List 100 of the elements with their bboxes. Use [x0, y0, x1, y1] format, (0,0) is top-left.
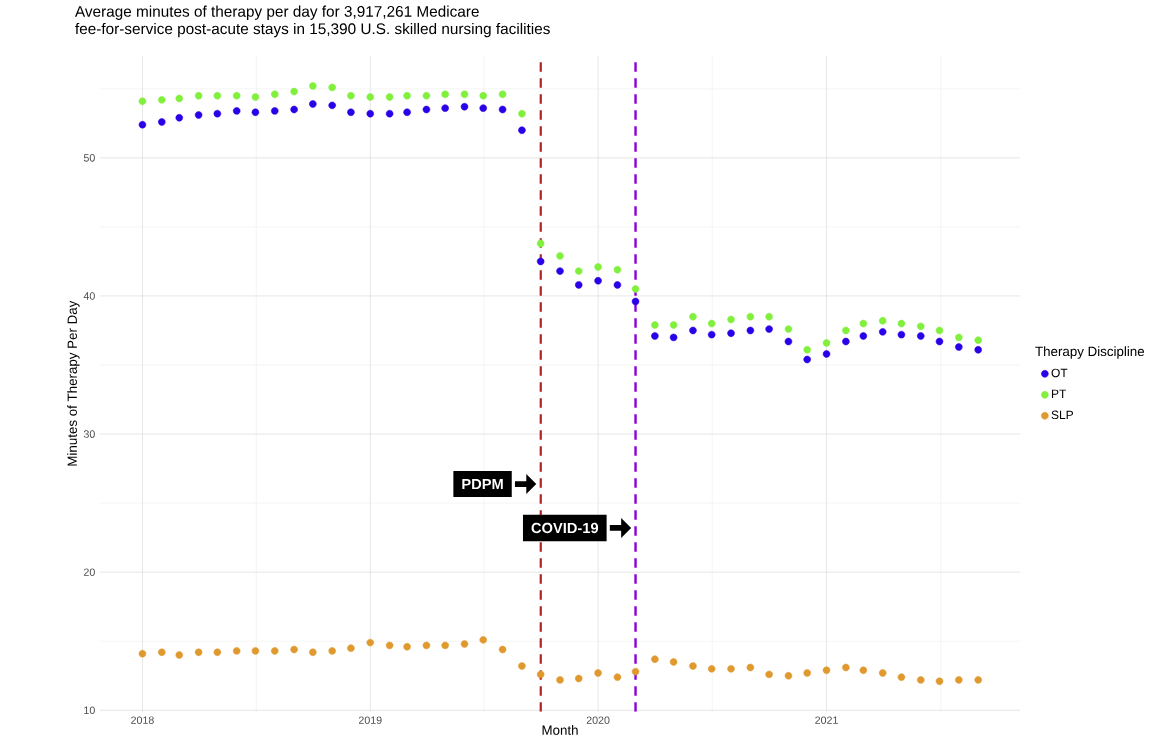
point — [575, 674, 583, 683]
point — [271, 90, 279, 99]
point — [651, 332, 659, 340]
point — [613, 281, 622, 289]
point — [707, 319, 716, 328]
point — [385, 109, 394, 118]
point — [955, 343, 963, 351]
point — [194, 648, 203, 657]
point — [309, 648, 317, 657]
x-axis-title: Month — [542, 725, 578, 735]
point — [194, 91, 203, 100]
point — [158, 118, 166, 126]
point — [366, 93, 374, 101]
point — [460, 103, 469, 111]
point — [803, 346, 811, 354]
point — [232, 91, 241, 100]
point — [859, 332, 868, 340]
point — [441, 104, 449, 112]
point — [385, 93, 394, 101]
point — [138, 649, 147, 658]
point — [479, 91, 487, 100]
point — [194, 111, 203, 119]
point — [631, 285, 640, 293]
point — [803, 669, 811, 677]
point — [822, 339, 831, 347]
x-tick-label: 2020 — [586, 716, 610, 724]
point — [878, 317, 887, 325]
point — [935, 677, 944, 686]
point — [479, 636, 487, 644]
point — [422, 91, 431, 100]
point — [613, 673, 622, 681]
point — [935, 326, 944, 335]
point — [727, 315, 735, 324]
point — [309, 100, 317, 108]
point — [158, 648, 166, 657]
point — [175, 94, 184, 103]
point — [669, 333, 678, 342]
point — [746, 312, 755, 321]
point — [290, 87, 298, 96]
point — [784, 325, 793, 333]
y-tick-label: 20 — [83, 568, 95, 576]
point — [232, 647, 241, 655]
point — [213, 91, 222, 100]
point — [556, 267, 564, 275]
point — [536, 239, 545, 248]
point — [917, 332, 925, 340]
legend-label: PT — [1051, 389, 1067, 398]
point — [842, 326, 850, 335]
point — [271, 107, 279, 115]
point — [290, 105, 298, 114]
point — [974, 336, 982, 344]
point — [366, 638, 374, 647]
point — [935, 337, 944, 346]
point — [175, 651, 184, 659]
legend-label: SLP — [1051, 410, 1074, 420]
point — [727, 665, 735, 673]
point — [347, 108, 355, 117]
point — [955, 333, 963, 342]
ref-line-label: PDPM — [462, 478, 503, 490]
point — [707, 665, 716, 673]
x-tick-label: 2021 — [815, 716, 838, 724]
point — [727, 329, 735, 337]
point — [594, 263, 602, 271]
point — [917, 322, 925, 331]
point — [594, 277, 602, 285]
point — [271, 647, 279, 655]
point — [251, 108, 260, 117]
point — [575, 281, 583, 289]
point — [974, 346, 982, 354]
point — [366, 109, 374, 118]
point — [556, 252, 564, 260]
point — [518, 126, 526, 134]
ref-line-label: COVID-19 — [531, 522, 599, 534]
point — [556, 676, 564, 684]
point — [536, 670, 545, 679]
point — [158, 96, 166, 104]
point — [859, 666, 868, 674]
point — [328, 647, 336, 655]
point — [878, 669, 887, 677]
point — [403, 91, 411, 100]
point — [309, 82, 317, 90]
point — [518, 109, 526, 118]
point — [784, 337, 793, 346]
point — [897, 330, 906, 339]
x-tick-label: 2019 — [358, 716, 382, 724]
point — [403, 108, 411, 117]
point — [385, 641, 394, 650]
y-axis-title: Minutes of Therapy Per Day — [67, 300, 80, 466]
point — [138, 120, 147, 129]
point — [518, 662, 526, 670]
point — [594, 669, 602, 677]
point — [138, 97, 147, 105]
point — [328, 101, 336, 110]
point — [441, 90, 449, 99]
point — [765, 325, 773, 333]
point — [213, 109, 222, 118]
point — [536, 257, 545, 266]
point — [974, 676, 982, 684]
y-tick-label: 40 — [83, 292, 95, 300]
x-tick-label: 2018 — [131, 716, 154, 724]
